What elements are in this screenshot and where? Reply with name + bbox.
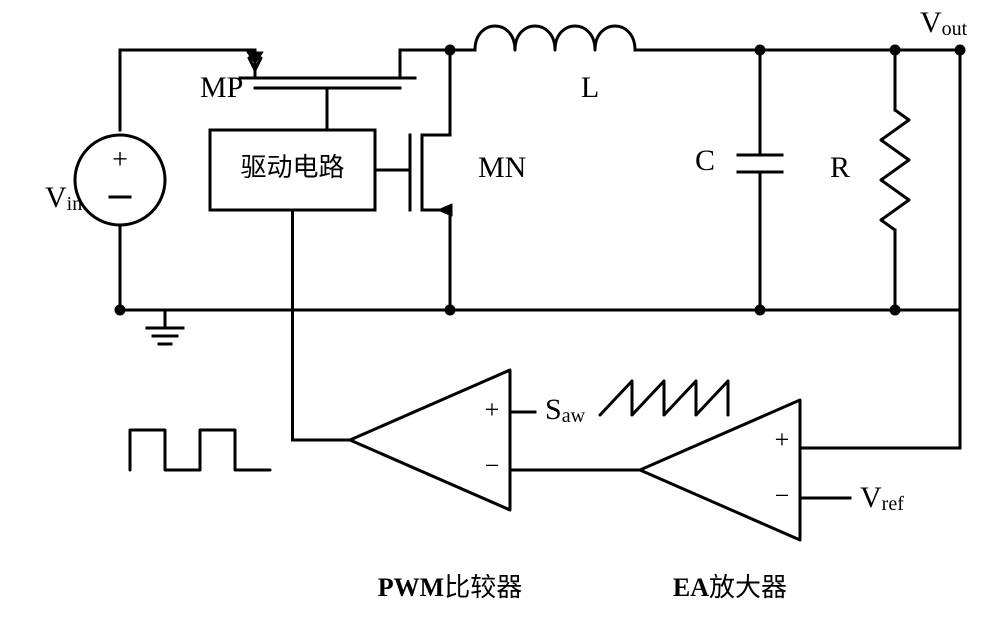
svg-text:+: + [112,144,128,175]
svg-text:+: + [485,395,500,424]
label-c: C [695,144,715,177]
svg-text:−: − [485,451,500,480]
label-mn: MN [478,151,526,184]
label-l: L [581,71,599,104]
label-mp: MP [200,71,243,104]
svg-text:−: − [775,481,790,510]
saw-waveform [600,381,728,415]
pulse-waveform [130,430,270,470]
label-vout: Vout [920,6,968,40]
label-r: R [830,151,850,184]
label-pwm: PWM比较器 [378,573,522,602]
svg-text:+: + [775,425,790,454]
label-ea: EA放大器 [673,573,787,602]
label-vref: Vref [860,481,904,515]
label-saw: Saw [545,393,586,427]
driver-label: 驱动电路 [240,153,344,182]
